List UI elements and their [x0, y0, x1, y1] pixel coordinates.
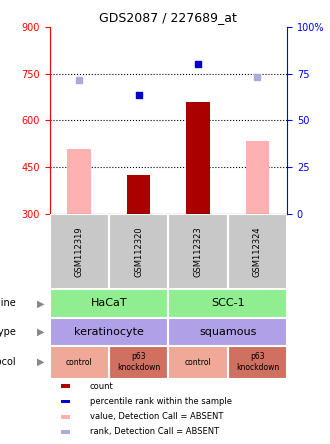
Point — [136, 92, 141, 99]
Text: keratinocyte: keratinocyte — [74, 327, 144, 337]
Text: SCC-1: SCC-1 — [211, 298, 245, 309]
Title: GDS2087 / 227689_at: GDS2087 / 227689_at — [99, 11, 237, 24]
Text: ▶: ▶ — [37, 327, 45, 337]
Text: p63
knockdown: p63 knockdown — [236, 353, 279, 372]
Text: control: control — [66, 357, 93, 367]
Text: ▶: ▶ — [37, 357, 45, 367]
Bar — [61, 400, 70, 403]
Bar — [61, 430, 70, 434]
Bar — [61, 415, 70, 419]
Text: ▶: ▶ — [37, 298, 45, 309]
Text: GSM112324: GSM112324 — [253, 226, 262, 277]
Bar — [186, 102, 210, 214]
Text: GSM112320: GSM112320 — [134, 226, 143, 277]
Bar — [50, 289, 168, 317]
Bar — [67, 149, 91, 214]
Bar — [127, 175, 150, 214]
Bar — [50, 346, 109, 379]
Text: protocol: protocol — [0, 357, 16, 367]
Point — [195, 61, 201, 68]
Text: squamous: squamous — [199, 327, 256, 337]
Bar — [168, 346, 228, 379]
Text: rank, Detection Call = ABSENT: rank, Detection Call = ABSENT — [90, 428, 219, 436]
Text: control: control — [184, 357, 212, 367]
Bar — [228, 346, 287, 379]
Point — [255, 73, 260, 80]
Point — [77, 76, 82, 83]
Bar — [168, 214, 228, 289]
Bar — [61, 385, 70, 388]
Text: GSM112319: GSM112319 — [75, 226, 84, 277]
Text: value, Detection Call = ABSENT: value, Detection Call = ABSENT — [90, 412, 223, 421]
Bar — [168, 289, 287, 317]
Bar — [228, 214, 287, 289]
Text: count: count — [90, 382, 114, 391]
Text: cell line: cell line — [0, 298, 16, 309]
Bar — [50, 317, 168, 346]
Bar — [246, 141, 269, 214]
Text: p63
knockdown: p63 knockdown — [117, 353, 160, 372]
Text: GSM112323: GSM112323 — [193, 226, 203, 277]
Text: HaCaT: HaCaT — [91, 298, 127, 309]
Text: percentile rank within the sample: percentile rank within the sample — [90, 397, 232, 406]
Bar — [168, 317, 287, 346]
Bar — [109, 346, 168, 379]
Bar — [109, 214, 168, 289]
Text: cell type: cell type — [0, 327, 16, 337]
Bar — [50, 214, 109, 289]
